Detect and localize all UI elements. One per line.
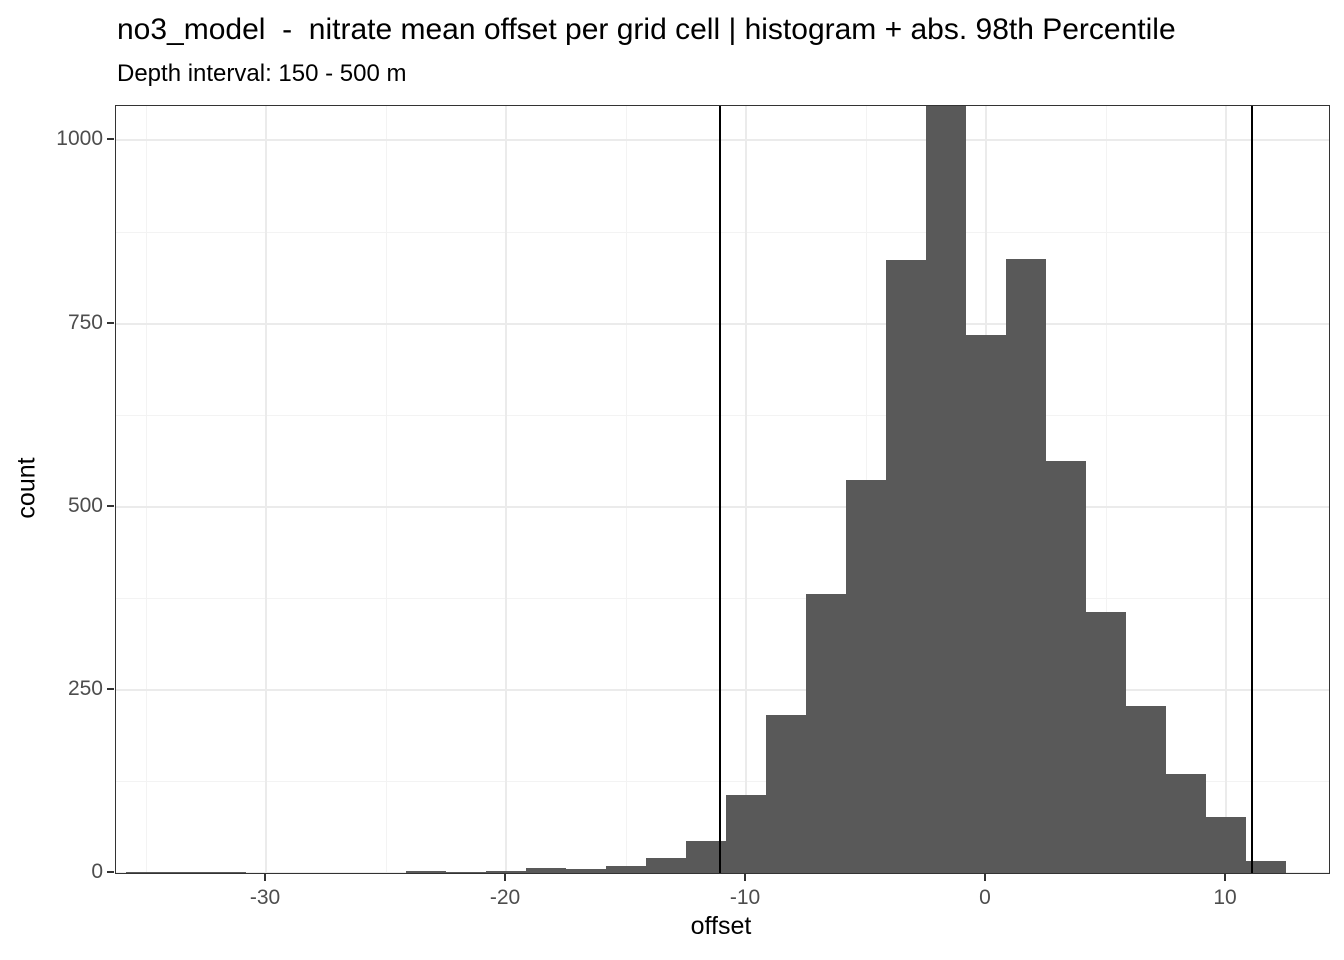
grid-line-minor-x [1105, 106, 1107, 873]
grid-line-minor-y [116, 414, 1329, 416]
x-tick-label: 0 [979, 886, 991, 909]
x-axis-title: offset [690, 912, 752, 940]
grid-line-minor-y [116, 597, 1329, 599]
x-tick-label: -10 [729, 886, 761, 909]
y-tick-mark [107, 687, 114, 690]
y-axis-title: count [12, 457, 41, 519]
chart-title: no3_model - nitrate mean offset per grid… [117, 13, 1176, 46]
grid-line-major-x [1225, 106, 1228, 873]
y-tick-label: 500 [67, 493, 103, 517]
grid-line-major-y [116, 688, 1329, 691]
histogram-bar [805, 593, 846, 873]
histogram-bar [726, 795, 767, 873]
y-tick-label: 0 [91, 860, 103, 883]
x-tick-mark [984, 874, 987, 881]
grid-line-major-y [116, 322, 1329, 325]
grid-line-minor-x [625, 106, 627, 873]
y-tick-label: 750 [67, 310, 103, 334]
x-tick-label: -20 [489, 886, 521, 909]
grid-line-minor-y [116, 780, 1329, 782]
grid-line-minor-x [145, 106, 147, 873]
percentile-line [1251, 106, 1254, 873]
histogram-bar [646, 858, 687, 873]
x-tick-mark [504, 874, 506, 881]
histogram-bar [846, 479, 887, 873]
histogram-bar [1006, 259, 1047, 873]
x-tick-mark [744, 874, 747, 881]
y-tick-mark [107, 871, 114, 873]
histogram-bar [606, 866, 646, 873]
grid-line-major-x [745, 106, 748, 873]
percentile-line [718, 106, 721, 873]
grid-line-major-x [505, 106, 507, 873]
y-tick-label: 1000 [56, 127, 103, 151]
plot-panel [115, 105, 1330, 874]
histogram-bar [445, 871, 486, 873]
grid-line-minor-y [116, 231, 1329, 233]
histogram-bar [166, 872, 207, 873]
y-tick-mark [107, 138, 114, 141]
grid-line-major-y [116, 139, 1329, 142]
histogram-bar [966, 334, 1007, 873]
histogram-bar [1206, 817, 1247, 873]
histogram-bar [526, 867, 567, 873]
histogram-bar [1246, 861, 1287, 873]
y-tick-mark [107, 321, 114, 324]
histogram-bar [406, 870, 447, 873]
histogram-bar [1165, 774, 1206, 873]
grid-line-major-y [116, 505, 1329, 508]
x-tick-label: -30 [249, 886, 281, 909]
histogram-bar [1086, 612, 1127, 873]
grid-line-minor-x [385, 106, 387, 873]
histogram-bar [565, 869, 606, 873]
histogram-bar [925, 106, 966, 873]
x-tick-mark [264, 874, 266, 881]
chart-subtitle: Depth interval: 150 - 500 m [117, 60, 407, 87]
histogram-bar [1045, 461, 1086, 873]
histogram-bar [125, 871, 166, 873]
histogram-bar [1126, 705, 1167, 873]
x-tick-mark [1224, 874, 1227, 881]
histogram-bar [486, 870, 526, 873]
grid-line-major-x [265, 106, 267, 873]
y-tick-mark [107, 504, 114, 507]
x-tick-label: 10 [1213, 886, 1237, 909]
histogram-bar [205, 872, 246, 873]
histogram-bar [766, 714, 807, 873]
histogram-bar [886, 259, 927, 873]
y-tick-label: 250 [67, 676, 103, 700]
